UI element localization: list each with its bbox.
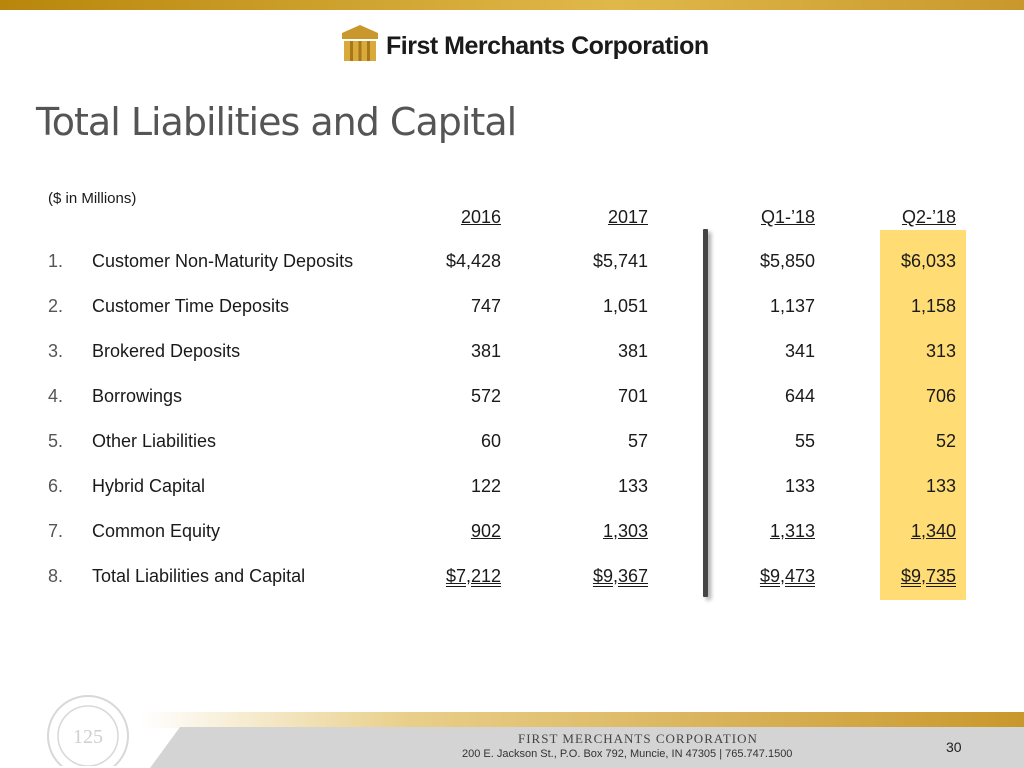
footer-bar [150,727,1024,768]
table-row: 2. Customer Time Deposits 747 1,051 1,13… [0,296,1024,326]
value-2016: 572 [470,386,501,406]
anniversary-seal-icon: 125 [47,695,129,766]
footer-accent-band [140,712,1024,728]
table-row: 6. Hybrid Capital 122 133 133 133 [0,476,1024,506]
column-header-q2-18: Q2-’18 [901,207,956,227]
value-q2-18: 133 [925,476,956,496]
logo-icon [342,25,378,61]
row-number: 3. [48,341,64,361]
column-divider [703,229,708,597]
latest-quarter-highlight [880,230,966,600]
row-number: 6. [48,476,64,496]
row-number: 8. [48,566,64,586]
value-2017: 1,303 [602,521,648,541]
column-header-2016: 2016 [460,207,501,227]
table-row: 5. Other Liabilities 60 57 55 52 [0,431,1024,461]
value-2017: 57 [627,431,648,451]
footer-address: 200 E. Jackson St., P.O. Box 792, Muncie… [462,748,793,760]
value-q2-18: 313 [925,341,956,361]
top-accent-bar [0,0,1024,10]
value-q2-18: 52 [935,431,956,451]
column-header-q1-18: Q1-’18 [760,207,815,227]
row-label: Hybrid Capital [92,476,206,496]
row-label: Other Liabilities [92,431,217,451]
row-label: Borrowings [92,386,183,406]
table-row: 7. Common Equity 902 1,303 1,313 1,340 [0,521,1024,551]
value-2017: $5,741 [592,251,648,271]
footer-company: FIRST MERCHANTS CORPORATION [518,731,758,746]
row-number: 7. [48,521,64,541]
row-label: Customer Non-Maturity Deposits [92,251,354,271]
value-q1-18: 1,137 [769,296,815,316]
value-2017: 381 [617,341,648,361]
value-2016: 60 [480,431,501,451]
value-2017: $9,367 [592,566,648,586]
value-q1-18: 644 [784,386,815,406]
svg-text:125: 125 [73,726,103,748]
value-q2-18: 1,340 [910,521,956,541]
row-label: Common Equity [92,521,221,541]
table-row: 4. Borrowings 572 701 644 706 [0,386,1024,416]
value-q1-18: $9,473 [759,566,815,586]
value-q2-18: $6,033 [900,251,956,271]
row-label: Customer Time Deposits [92,296,290,316]
value-2016: $4,428 [445,251,501,271]
slide-title: Total Liabilities and Capital [36,100,517,144]
value-2016: 381 [470,341,501,361]
row-label: Total Liabilities and Capital [92,566,306,586]
table-row-total: 8. Total Liabilities and Capital $7,212 … [0,566,1024,596]
value-2017: 1,051 [602,296,648,316]
value-q2-18: $9,735 [900,566,956,586]
value-2016: 747 [470,296,501,316]
value-q1-18: 133 [784,476,815,496]
value-q2-18: 706 [925,386,956,406]
table-row: 1. Customer Non-Maturity Deposits $4,428… [0,251,1024,281]
value-q1-18: 1,313 [769,521,815,541]
value-q1-18: 341 [784,341,815,361]
value-2017: 133 [617,476,648,496]
value-2016: 122 [470,476,501,496]
value-q2-18: 1,158 [910,296,956,316]
logo-text: First Merchants Corporation [386,31,709,60]
value-2016: 902 [470,521,501,541]
value-q1-18: $5,850 [759,251,815,271]
row-number: 5. [48,431,64,451]
value-2016: $7,212 [445,566,501,586]
row-label: Brokered Deposits [92,341,241,361]
page-number: 30 [946,739,962,755]
company-logo: First Merchants Corporation [340,22,709,64]
row-number: 1. [48,251,64,271]
row-number: 4. [48,386,64,406]
row-number: 2. [48,296,64,316]
value-2017: 701 [617,386,648,406]
table-row: 3. Brokered Deposits 381 381 341 313 [0,341,1024,371]
column-header-2017: 2017 [607,207,648,227]
value-q1-18: 55 [794,431,815,451]
units-note: ($ in Millions) [48,190,137,207]
